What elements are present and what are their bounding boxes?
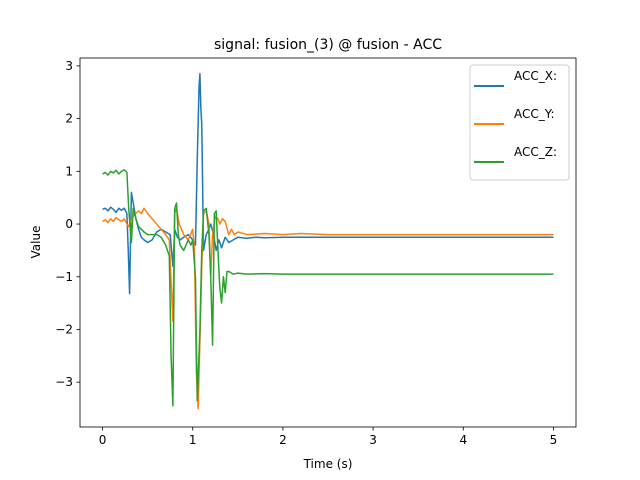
x-tick-label: 5 <box>550 433 558 447</box>
x-tick-label: 0 <box>99 433 107 447</box>
x-tick-label: 2 <box>279 433 287 447</box>
x-axis: 0 1 2 3 4 5 <box>99 427 558 447</box>
y-tick-label: −2 <box>55 322 73 336</box>
y-tick-label: 3 <box>65 59 73 73</box>
x-tick-label: 1 <box>189 433 197 447</box>
series-line-1 <box>102 73 554 295</box>
legend-frame <box>469 64 570 181</box>
series-line-2 <box>102 207 554 410</box>
series-layer <box>102 73 554 410</box>
x-tick-label: 3 <box>369 433 377 447</box>
chart-title: signal: fusion_(3) @ fusion - ACC <box>214 37 442 53</box>
y-tick-label: −3 <box>55 375 73 389</box>
legend-label-1: ACC_X: <box>514 69 557 83</box>
y-tick-label: 0 <box>65 217 73 231</box>
plot-frame <box>79 57 577 428</box>
series-line-3 <box>102 169 554 407</box>
legend-label-3: ACC_Z: <box>514 145 557 159</box>
legend: ACC_X: ACC_Y: ACC_Z: <box>469 64 570 181</box>
x-tick-label: 4 <box>459 433 467 447</box>
y-axis-label: Value <box>29 226 43 259</box>
y-tick-label: 2 <box>65 112 73 126</box>
legend-label-2: ACC_Y: <box>514 107 555 121</box>
x-axis-label: Time (s) <box>303 457 353 471</box>
y-axis: −3 −2 −1 0 1 2 3 <box>55 59 80 389</box>
y-tick-label: −1 <box>55 270 73 284</box>
y-tick-label: 1 <box>65 164 73 178</box>
